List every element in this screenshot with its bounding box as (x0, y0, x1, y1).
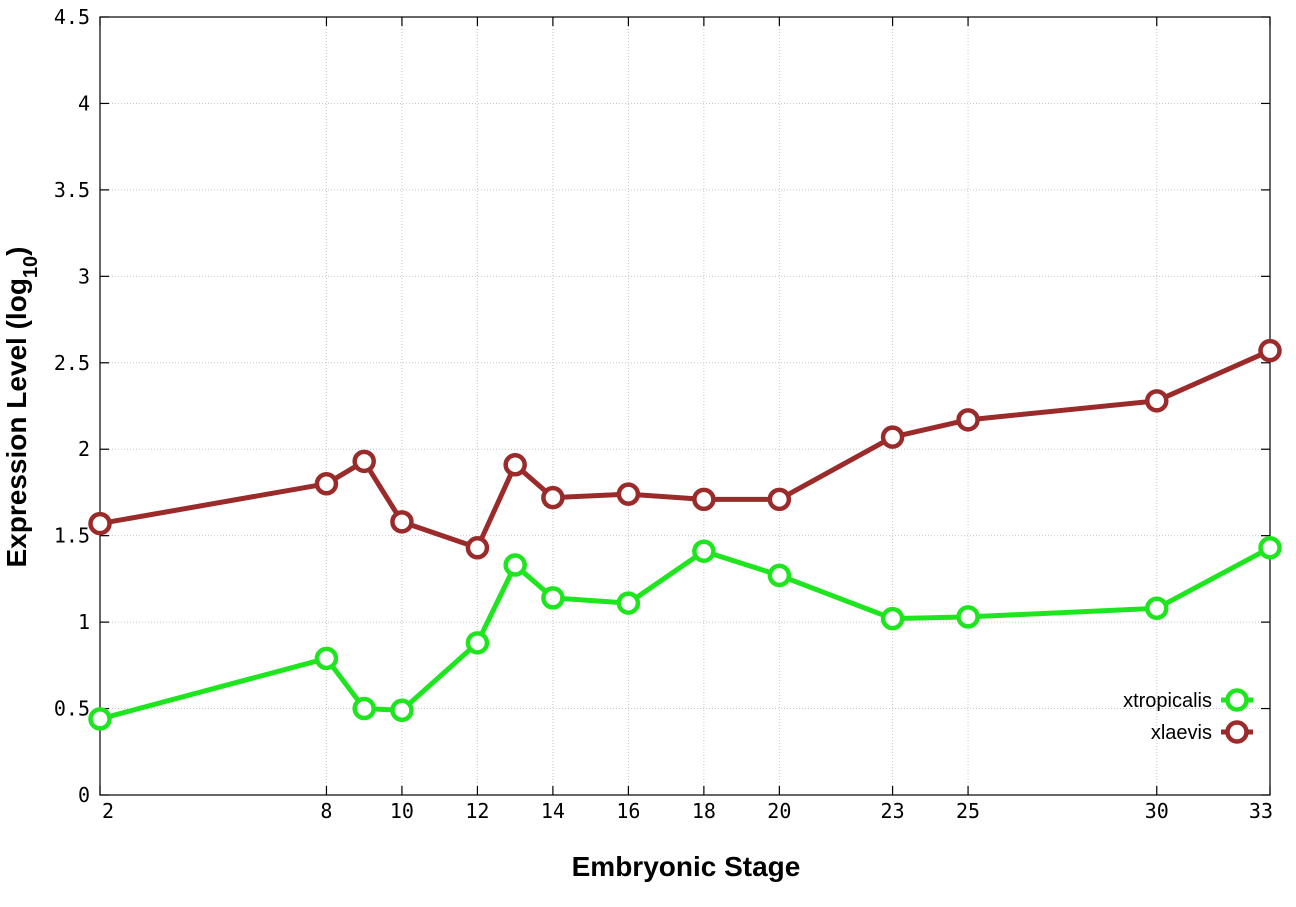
data-point-xlaevis (88, 511, 112, 536)
data-point-xlaevis (956, 408, 980, 432)
data-point-xlaevis (541, 485, 565, 510)
x-tick-label: 25 (956, 799, 980, 823)
y-tick-label: 0.5 (54, 697, 90, 721)
data-point-xlaevis (1145, 389, 1169, 413)
data-point-xtropicalis (503, 553, 527, 577)
legend-marker-xlaevis (1225, 720, 1249, 744)
y-axis-title: Expression Level (log10) (1, 247, 42, 568)
data-point-xtropicalis (465, 631, 490, 655)
x-tick-label: 14 (541, 799, 565, 823)
y-tick-label: 0 (78, 783, 90, 807)
data-point-xlaevis (692, 487, 716, 512)
legend: xtropicalis xlaevis (1123, 688, 1253, 744)
data-point-xtropicalis (1145, 596, 1169, 621)
x-tick-label: 12 (465, 799, 489, 823)
data-point-xtropicalis (880, 606, 905, 631)
y-tick-label: 1 (78, 610, 90, 634)
data-point-xlaevis (465, 536, 490, 560)
y-tick-label: 2 (78, 437, 90, 461)
y-tick-label: 1.5 (54, 524, 90, 548)
data-point-xlaevis (767, 487, 792, 512)
x-tick-label: 8 (320, 799, 332, 823)
x-tick-label: 18 (692, 799, 716, 823)
data-point-xlaevis (352, 449, 376, 474)
axis-ticks: 0 0.5 1 1.5 2 2.5 3 3.5 4 4.5 2 8 10 12 14 16 18 20 23 25 30… (54, 5, 1273, 823)
data-point-xtropicalis (88, 707, 112, 731)
data-point-xlaevis (503, 453, 527, 477)
x-tick-label: 30 (1145, 799, 1169, 823)
data-point-xtropicalis (390, 698, 414, 723)
y-tick-label: 3 (78, 264, 90, 288)
series-line-xlaevis (99, 348, 1272, 551)
legend-label-xtropicalis: xtropicalis (1123, 690, 1212, 712)
data-point-xtropicalis (314, 646, 339, 671)
plot-frame (99, 16, 1271, 796)
data-point-xlaevis (880, 425, 905, 449)
x-tick-label: 23 (881, 799, 905, 823)
legend-label-xlaevis: xlaevis (1151, 722, 1212, 744)
data-point-xtropicalis (767, 563, 792, 588)
data-point-xlaevis (314, 472, 339, 496)
series-group (88, 338, 1282, 731)
data-point-xtropicalis (1258, 536, 1282, 560)
x-tick-label: 16 (616, 799, 640, 823)
y-tick-label: 2.5 (54, 351, 90, 375)
y-tick-label: 4 (78, 91, 90, 115)
data-point-xtropicalis (956, 605, 980, 629)
y-tick-label: 3.5 (54, 178, 90, 202)
x-tick-label: 2 (102, 799, 114, 823)
data-point-xtropicalis (352, 696, 376, 721)
x-tick-label: 20 (767, 799, 791, 823)
data-point-xtropicalis (541, 586, 565, 610)
x-tick-label: 33 (1249, 799, 1273, 823)
data-point-xlaevis (1258, 338, 1282, 363)
data-point-xtropicalis (692, 539, 716, 563)
data-point-xtropicalis (616, 591, 641, 615)
data-point-xlaevis (390, 510, 414, 534)
x-tick-label: 10 (390, 799, 414, 823)
data-point-xlaevis (616, 482, 641, 506)
y-tick-label: 4.5 (54, 5, 90, 29)
grid-lines (100, 17, 1270, 795)
legend-marker-xtropicalis (1225, 688, 1249, 712)
x-axis-title: Embryonic Stage (572, 851, 801, 882)
